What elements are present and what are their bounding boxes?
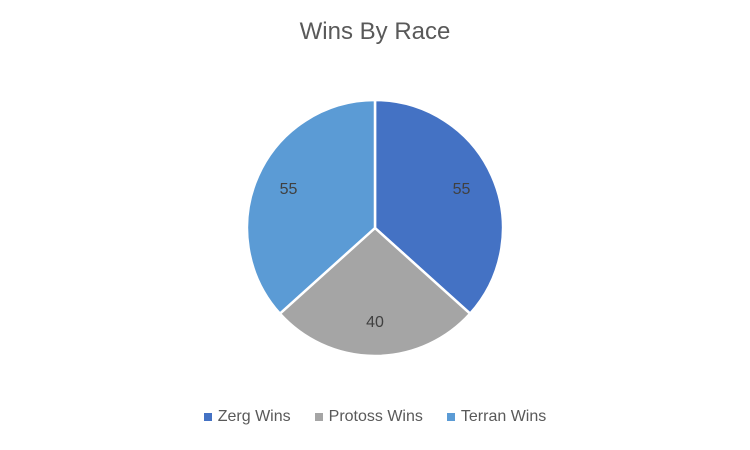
- pie-slice-protoss-wins: [278, 226, 472, 358]
- legend-item-terran: Terran Wins: [446, 408, 547, 426]
- pie-slice-zerg-wins: [373, 98, 505, 316]
- legend-swatch-terran: [446, 413, 455, 421]
- chart-title: Wins By Race: [299, 18, 451, 45]
- legend-swatch-zerg: [203, 413, 212, 421]
- legend: Zerg Wins Protoss Wins Terran Wins: [0, 408, 750, 426]
- legend-swatch-protoss: [314, 413, 323, 421]
- legend-item-zerg: Zerg Wins: [203, 408, 291, 426]
- data-label-terran-wins: 55: [280, 181, 298, 198]
- legend-label-protoss: Protoss Wins: [328, 408, 423, 425]
- data-label-protoss-wins: 40: [366, 314, 384, 331]
- legend-item-protoss: Protoss Wins: [314, 408, 423, 426]
- pie-slice-terran-wins: [245, 98, 377, 316]
- data-label-zerg-wins: 55: [453, 181, 471, 198]
- legend-label-zerg: Zerg Wins: [217, 408, 291, 425]
- legend-label-terran: Terran Wins: [460, 408, 547, 425]
